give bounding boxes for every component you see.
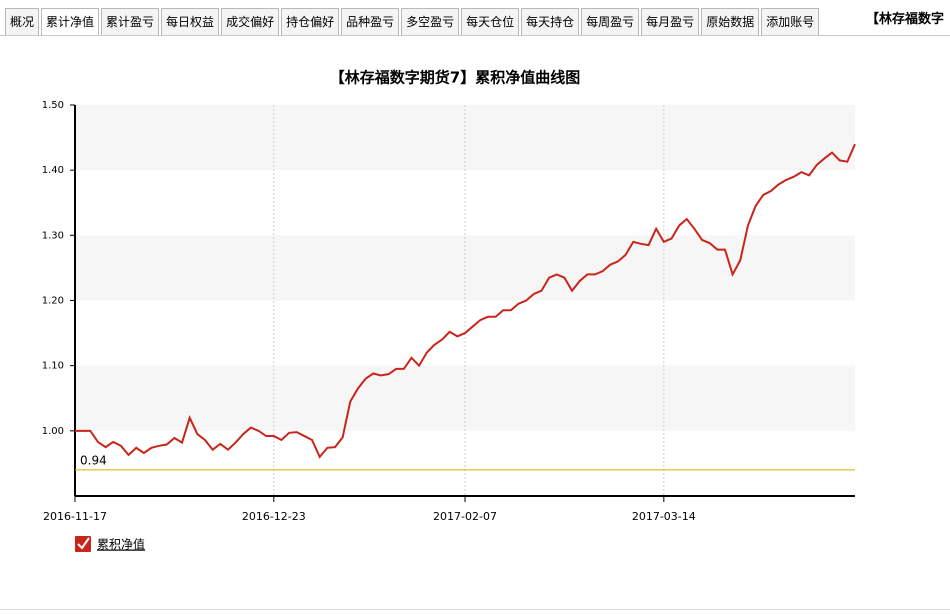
x-tick-label: 2016-12-23 xyxy=(242,510,306,523)
x-tick-label: 2017-03-14 xyxy=(632,510,696,523)
tab[interactable]: 每月盈亏 xyxy=(641,8,700,36)
tab-divider xyxy=(0,35,950,36)
header-title: 【林存福数字 xyxy=(866,12,945,27)
y-tick-label: 1.50 xyxy=(42,100,64,111)
series-line xyxy=(75,143,856,459)
tab[interactable]: 每周盈亏 xyxy=(581,8,640,36)
tab-bar: 概况 累计净值 累计盈亏 每日权益 成交偏好 持仓偏好 品种盈亏 多空盈亏 每天仓位 每天持仓 每周… xyxy=(5,8,820,36)
y-tick-label: 1.00 xyxy=(42,426,64,437)
legend-check xyxy=(77,537,90,550)
legend-label: 累积净值 xyxy=(97,537,145,552)
x-tick-label: 2016-11-17 xyxy=(43,510,107,523)
tab[interactable]: 原始数据 xyxy=(701,8,760,36)
y-tick-label: 1.10 xyxy=(42,361,64,372)
chart-title: 【林存福数字期货7】累积净值曲线图 xyxy=(330,69,580,87)
legend-item[interactable]: 累积净值 xyxy=(75,536,145,552)
x-tick-label: 2017-02-07 xyxy=(433,510,497,523)
tab[interactable]: 累计盈亏 xyxy=(101,8,160,36)
tab[interactable]: 添加账号 xyxy=(761,8,820,36)
bottom-divider xyxy=(0,609,950,610)
tab[interactable]: 概况 xyxy=(5,8,40,36)
plot-line-label: 0.94 xyxy=(80,453,107,467)
tab[interactable]: 持仓偏好 xyxy=(281,8,340,36)
tab[interactable]: 每天持仓 xyxy=(521,8,580,36)
y-tick-label: 1.20 xyxy=(42,296,64,307)
tab[interactable]: 成交偏好 xyxy=(221,8,280,36)
tab[interactable]: 每天仓位 xyxy=(461,8,520,36)
y-tick-label: 1.30 xyxy=(42,230,64,241)
tab[interactable]: 品种盈亏 xyxy=(341,8,400,36)
y-tick-label: 1.40 xyxy=(42,165,64,176)
